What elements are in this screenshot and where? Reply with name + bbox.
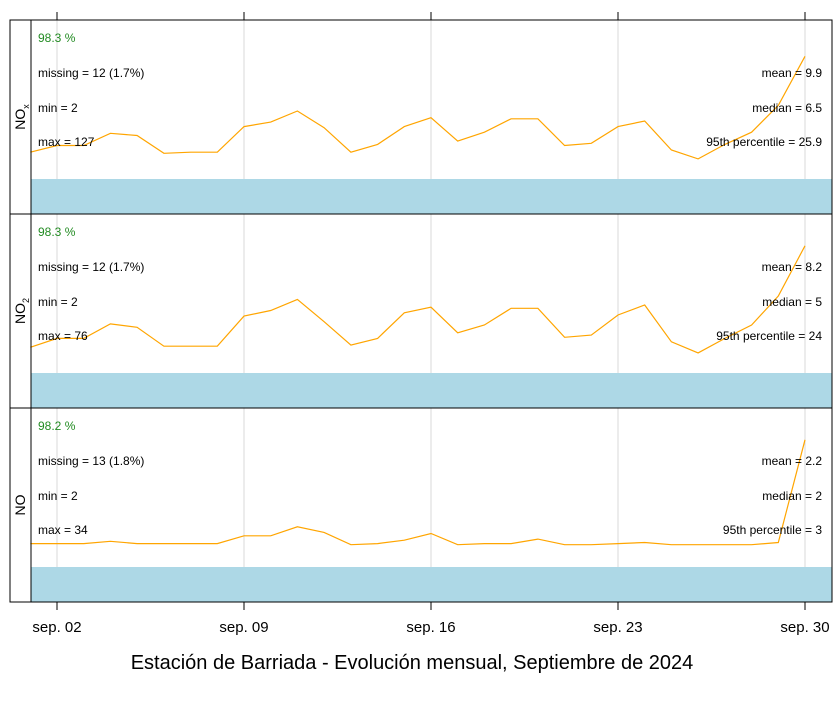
grid-layer xyxy=(56,20,806,602)
min-label: min = 2 xyxy=(38,295,78,309)
p95-label: 95th percentile = 25.9 xyxy=(706,135,822,149)
panel-no2: NO2 98.3 % missing = 12 (1.7%) min = 2 max =… xyxy=(9,213,833,409)
mean-label: mean = 9.9 xyxy=(762,66,823,80)
max-label: max = 127 xyxy=(38,135,95,149)
missing-label: missing = 12 (1.7%) xyxy=(38,66,144,80)
x-tick-label: sep. 02 xyxy=(32,619,81,636)
mean-label: mean = 8.2 xyxy=(762,260,823,274)
max-label: max = 34 xyxy=(38,523,88,537)
p95-label: 95th percentile = 24 xyxy=(716,329,822,343)
series-line-no xyxy=(30,439,806,546)
panel-no: NO 98.2 % missing = 13 (1.8%) min = 2 max = … xyxy=(9,407,833,603)
panel-label: NO2 xyxy=(12,298,31,324)
panels-layer: NOx 98.3 % missing = 12 (1.7%) min = 2 max =… xyxy=(9,19,833,603)
panel-label: NO xyxy=(12,494,28,515)
panel-border xyxy=(9,407,833,603)
x-tick-label: sep. 09 xyxy=(219,619,268,636)
min-label: min = 2 xyxy=(38,489,78,503)
missing-label: missing = 13 (1.8%) xyxy=(38,454,144,468)
chart-title: Estación de Barriada - Evolución mensual… xyxy=(131,652,694,674)
x-axis: sep. 02 sep. 09 sep. 16 sep. 23 sep. 30 xyxy=(32,12,830,636)
capture-band xyxy=(31,179,832,214)
capture-label: 98.3 % xyxy=(38,225,76,239)
median-label: median = 2 xyxy=(762,489,822,503)
x-tick-label: sep. 23 xyxy=(593,619,642,636)
x-tick-label: sep. 16 xyxy=(406,619,455,636)
max-label: max = 76 xyxy=(38,329,88,343)
series-line-nox xyxy=(30,56,806,160)
capture-label: 98.2 % xyxy=(38,419,76,433)
series-line-no2 xyxy=(30,245,806,354)
panel-nox: NOx 98.3 % missing = 12 (1.7%) min = 2 max =… xyxy=(9,19,833,215)
median-label: median = 6.5 xyxy=(752,101,822,115)
p95-label: 95th percentile = 3 xyxy=(723,523,822,537)
mean-label: mean = 2.2 xyxy=(762,454,823,468)
x-tick-label: sep. 30 xyxy=(780,619,829,636)
missing-label: missing = 12 (1.7%) xyxy=(38,260,144,274)
median-label: median = 5 xyxy=(762,295,822,309)
capture-label: 98.3 % xyxy=(38,31,76,45)
capture-band xyxy=(31,373,832,408)
capture-band xyxy=(31,567,832,602)
panel-label: NOx xyxy=(12,104,31,130)
min-label: min = 2 xyxy=(38,101,78,115)
